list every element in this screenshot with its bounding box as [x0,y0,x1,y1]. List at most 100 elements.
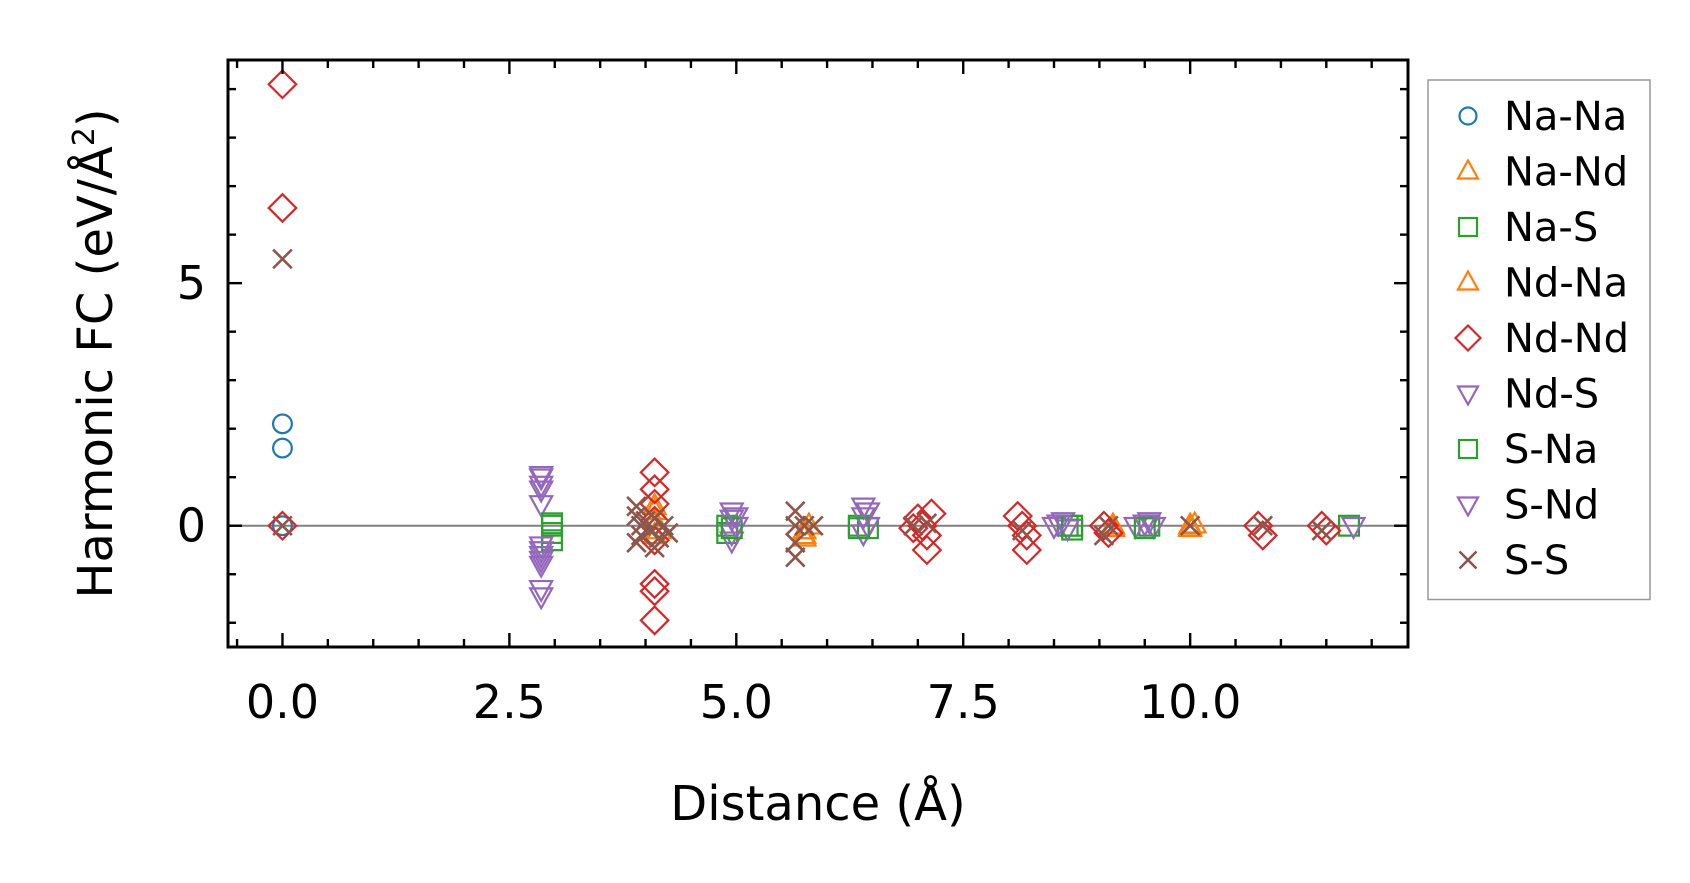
legend-marker [1456,269,1480,291]
legend-item: Na-Nd [1456,150,1628,196]
legend-item: Nd-Nd [1453,316,1629,362]
x-tick-label: 7.5 [927,675,1000,729]
legend-marker [1458,550,1478,570]
y-tick-label: 5 [177,256,206,310]
data-point-na-s [541,529,564,552]
series-na-na [272,413,293,537]
data-point-nd-s [528,468,555,492]
data-point-s-nd [528,550,555,575]
data-point-nd-s [718,502,745,526]
data-point-s-s [785,546,806,568]
data-point-s-nd [1045,514,1072,538]
data-point-s-s [794,515,815,536]
legend-item: Nd-S [1456,372,1599,418]
data-point-nd-s [528,480,555,504]
data-point-s-nd [723,507,750,531]
data-point-s-s [785,500,806,522]
data-point-nd-nd [639,474,670,505]
legend-item: S-Nd [1456,483,1599,529]
legend-item: S-S [1458,538,1569,584]
data-point-s-na [847,517,870,540]
legend-label: Na-S [1504,205,1598,251]
legend-label: S-Na [1504,427,1598,473]
plot-frame [226,58,1410,649]
data-point-nd-nd [1311,515,1342,546]
data-point-s-na [1133,517,1156,540]
data-point-s-s [626,496,647,517]
data-point-nd-s [528,555,555,579]
legend-marker [1453,323,1483,353]
data-point-s-s [1252,515,1274,536]
data-point-nd-nd [639,605,670,636]
x-axis-label: Distance (Å) [670,775,965,832]
legend-item: Na-Na [1458,94,1627,140]
data-point-nd-nd [639,575,670,607]
data-point-nd-s [1340,516,1367,541]
y-tick-label: 0 [177,499,206,553]
y-axis-label: Harmonic FC (eV/Å2) [67,108,124,598]
data-point-s-s [272,515,293,536]
y-axis-label-close: ) [68,108,124,127]
legend-item: Na-S [1457,205,1598,251]
data-point-s-s [803,515,824,536]
data-point-s-s [1011,520,1033,541]
legend-marker [1458,106,1478,126]
legend-label: Nd-Nd [1504,316,1629,362]
x-tick-label: 0.0 [246,675,319,729]
data-point-s-nd [528,465,555,490]
legend-label: S-S [1504,538,1569,584]
data-point-na-nd [641,491,668,516]
data-point-na-s [1337,514,1360,537]
legend-label: Na-Nd [1504,150,1628,196]
data-point-nd-nd [1247,520,1279,551]
data-point-nd-na [1177,511,1204,535]
series-s-na [541,512,1156,540]
axes-layer: 0.0 2.5 5.0 7.5 10.0 0 5 [177,58,1410,729]
legend-marker [1456,385,1480,407]
data-point-nd-nd [267,510,298,542]
data-point-s-nd [1131,514,1158,538]
x-tick-label: 2.5 [473,675,546,729]
data-point-nd-na [791,521,818,545]
data-point-s-s [1098,515,1119,536]
data-point-s-nd [855,502,881,526]
legend-label: S-Nd [1504,483,1599,529]
legend-marker [1457,216,1479,238]
data-point-nd-nd [1011,520,1043,551]
data-point-s-na [541,512,564,535]
legend-item: Nd-Na [1456,261,1628,307]
data-point-na-nd [791,523,818,547]
data-point-na-na [272,515,293,537]
legend-label: Na-Na [1504,94,1627,140]
data-point-s-s [644,537,665,558]
data-point-nd-nd [267,192,298,224]
legend-marker [1456,158,1480,180]
data-point-nd-nd [267,68,298,100]
legend-marker [1456,496,1480,518]
legend-item: S-Na [1457,427,1598,473]
data-point-s-s [916,513,938,534]
x-tick-label: 5.0 [700,675,773,729]
data-point-nd-s [718,524,745,548]
data-point-s-s [785,532,806,553]
x-tick-label: 10.0 [1139,675,1241,729]
data-point-s-s [1179,515,1201,536]
y-axis-label-main: Harmonic FC (eV/Å [67,146,124,599]
data-point-nd-nd [639,568,670,600]
data-points-layer [267,68,1367,636]
data-point-s-s [1311,520,1333,541]
data-point-s-na [1061,514,1084,537]
legend-label: Nd-Na [1504,261,1628,307]
data-point-na-nd [1177,513,1204,537]
series-s-nd [528,465,1158,575]
data-point-nd-s [528,587,555,611]
y-axis-label-superscript: 2 [67,127,102,146]
data-point-nd-s [528,495,555,519]
data-point-na-na [272,413,293,435]
legend-marker [1457,438,1479,460]
series-s-s [272,248,1333,568]
data-point-s-s [785,515,806,536]
data-point-nd-s [528,579,555,604]
data-point-nd-nd [898,512,929,544]
data-point-nd-nd [1011,534,1043,566]
